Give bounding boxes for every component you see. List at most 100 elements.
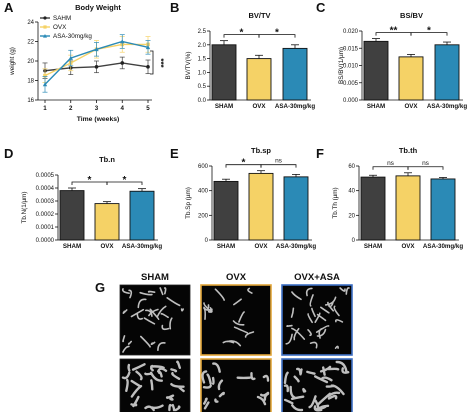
y-tick-label: 2.5 <box>198 29 207 35</box>
legend-marker <box>43 34 47 38</box>
bar-ovx <box>94 203 120 241</box>
significance-label: *** <box>156 58 165 68</box>
y-tick-label: 0.0005 <box>36 173 55 179</box>
trabecular-structure <box>203 287 255 347</box>
significance-label: * <box>240 28 244 39</box>
x-tick-label: OVX <box>252 103 266 110</box>
trabecular-structure <box>283 360 350 412</box>
x-tick-label: OVX <box>404 103 418 110</box>
panel-e-tb-sp: E Tb.sp 0 200 400 600 Tb.Sp (µm) SHAM OVX ASA-30m… <box>170 146 316 250</box>
significance-label: * <box>123 175 127 186</box>
y-tick-label: 0.0003 <box>36 199 55 205</box>
data-point <box>145 45 151 50</box>
bar-sham <box>363 40 389 101</box>
bar-ovx <box>398 56 424 101</box>
x-tick-label: 3 <box>95 105 99 112</box>
bar-sham <box>59 190 85 241</box>
legend-marker <box>43 16 47 20</box>
y-axis-label: Tb.N(1/µm) <box>21 192 28 224</box>
y-tick-label: 0 <box>205 238 209 244</box>
trabecular-structure <box>285 287 350 349</box>
x-tick-label: 1 <box>43 105 47 112</box>
y-tick-label: 0.5 <box>198 84 207 90</box>
significance-bracket <box>258 34 296 38</box>
x-tick-label: SHAM <box>367 103 385 110</box>
panel-a-body-weight: A Body Weight 16 18 20 22 24 1 2 3 4 5 Time (weeks) w… <box>4 0 165 123</box>
x-tick-label: OVX <box>100 243 114 250</box>
panel-label: B <box>170 0 179 15</box>
y-tick-label: 0.0002 <box>36 212 55 218</box>
y-tick-label: 200 <box>198 213 209 219</box>
microct-section-image <box>119 284 191 356</box>
group-header: OVX <box>226 272 247 283</box>
panel-b-bv-tv: B BV/TV 0.0 0.5 1.0 1.5 2.0 2.5 BV/TV(%) SHAM OVX A… <box>170 0 315 110</box>
y-tick-label: 600 <box>198 164 209 170</box>
x-tick-label: ASA-30mg/kg <box>276 243 316 250</box>
bar-asa-30mg-kg <box>282 47 308 101</box>
significance-bracket <box>410 32 448 36</box>
significance-bracket <box>150 50 154 75</box>
significance-bracket <box>407 166 444 170</box>
panel-label: G <box>95 280 105 295</box>
data-point <box>120 39 125 44</box>
panel-d-tb-n: D Tb.n 0.0000 0.0001 0.0002 0.0003 0.0004 0.000… <box>4 146 162 250</box>
microct-3d-image <box>200 358 272 412</box>
data-point <box>43 73 47 78</box>
y-tick-label: 18 <box>27 79 34 85</box>
trabecular-structure <box>121 360 185 412</box>
panel-label: E <box>170 146 179 161</box>
panel-f-tb-th: F Tb.th 0 20 40 60 Tb.Th (µm) SHAM OVX ASA-30mg/k… <box>316 146 463 250</box>
y-tick-label: 0.0 <box>198 98 207 104</box>
y-tick-label: 24 <box>27 20 34 26</box>
bar-asa-30mg-kg <box>129 190 155 241</box>
panel-label: D <box>4 146 13 161</box>
significance-bracket <box>260 164 297 168</box>
panel-g-microct: G SHAM OVX OVX+ASA <box>95 272 353 412</box>
x-tick-label: SHAM <box>215 103 233 110</box>
bar-ovx <box>395 175 421 241</box>
microct-section-image <box>200 284 272 356</box>
x-tick-label: ASA-30mg/kg <box>122 243 162 250</box>
y-axis-label: BS/BV(1/µm) <box>338 47 345 84</box>
y-axis-label: weight (g) <box>9 47 16 76</box>
significance-label: ns <box>275 158 283 165</box>
significance-label: * <box>427 26 431 37</box>
x-tick-label: OVX <box>401 243 415 250</box>
x-tick-label: 2 <box>69 105 73 112</box>
y-tick-label: 20 <box>27 59 34 65</box>
bar-asa-30mg-kg <box>283 176 309 241</box>
bar-asa-30mg-kg <box>434 44 460 101</box>
y-tick-label: 0.000 <box>343 98 359 104</box>
x-tick-label: ASA-30mg/kg <box>275 103 315 110</box>
y-tick-label: 0.0000 <box>36 238 55 244</box>
significance-label: * <box>242 158 246 169</box>
data-point <box>120 61 125 65</box>
bar-asa-30mg-kg <box>430 178 456 241</box>
x-tick-label: OVX <box>254 243 268 250</box>
legend-label: ASA-30mg/kg <box>53 33 92 40</box>
chart-title: BS/BV <box>400 11 423 20</box>
significance-bracket <box>106 181 143 185</box>
significance-label: ** <box>390 26 398 37</box>
y-tick-label: 40 <box>348 189 355 195</box>
x-tick-label: SHAM <box>63 243 81 250</box>
y-axis-label: BV/TV(%) <box>185 52 192 80</box>
group-header: SHAM <box>141 272 169 283</box>
legend-label: OVX <box>53 24 67 31</box>
significance-label: ns <box>387 160 395 167</box>
y-tick-label: 60 <box>348 164 355 170</box>
x-tick-label: ASA-30mg/kg <box>423 243 463 250</box>
y-tick-label: 16 <box>27 98 34 104</box>
data-point <box>94 47 99 52</box>
data-point <box>42 82 48 87</box>
y-tick-label: 1.5 <box>198 57 207 63</box>
data-point <box>68 55 73 60</box>
y-tick-label: 0.005 <box>343 81 359 87</box>
trabecular-structure <box>121 287 184 353</box>
chart-title: Tb.sp <box>251 146 271 155</box>
significance-label: * <box>88 175 92 186</box>
y-tick-label: 400 <box>198 189 209 195</box>
trabecular-structure <box>201 362 270 410</box>
bar-sham <box>360 176 386 241</box>
